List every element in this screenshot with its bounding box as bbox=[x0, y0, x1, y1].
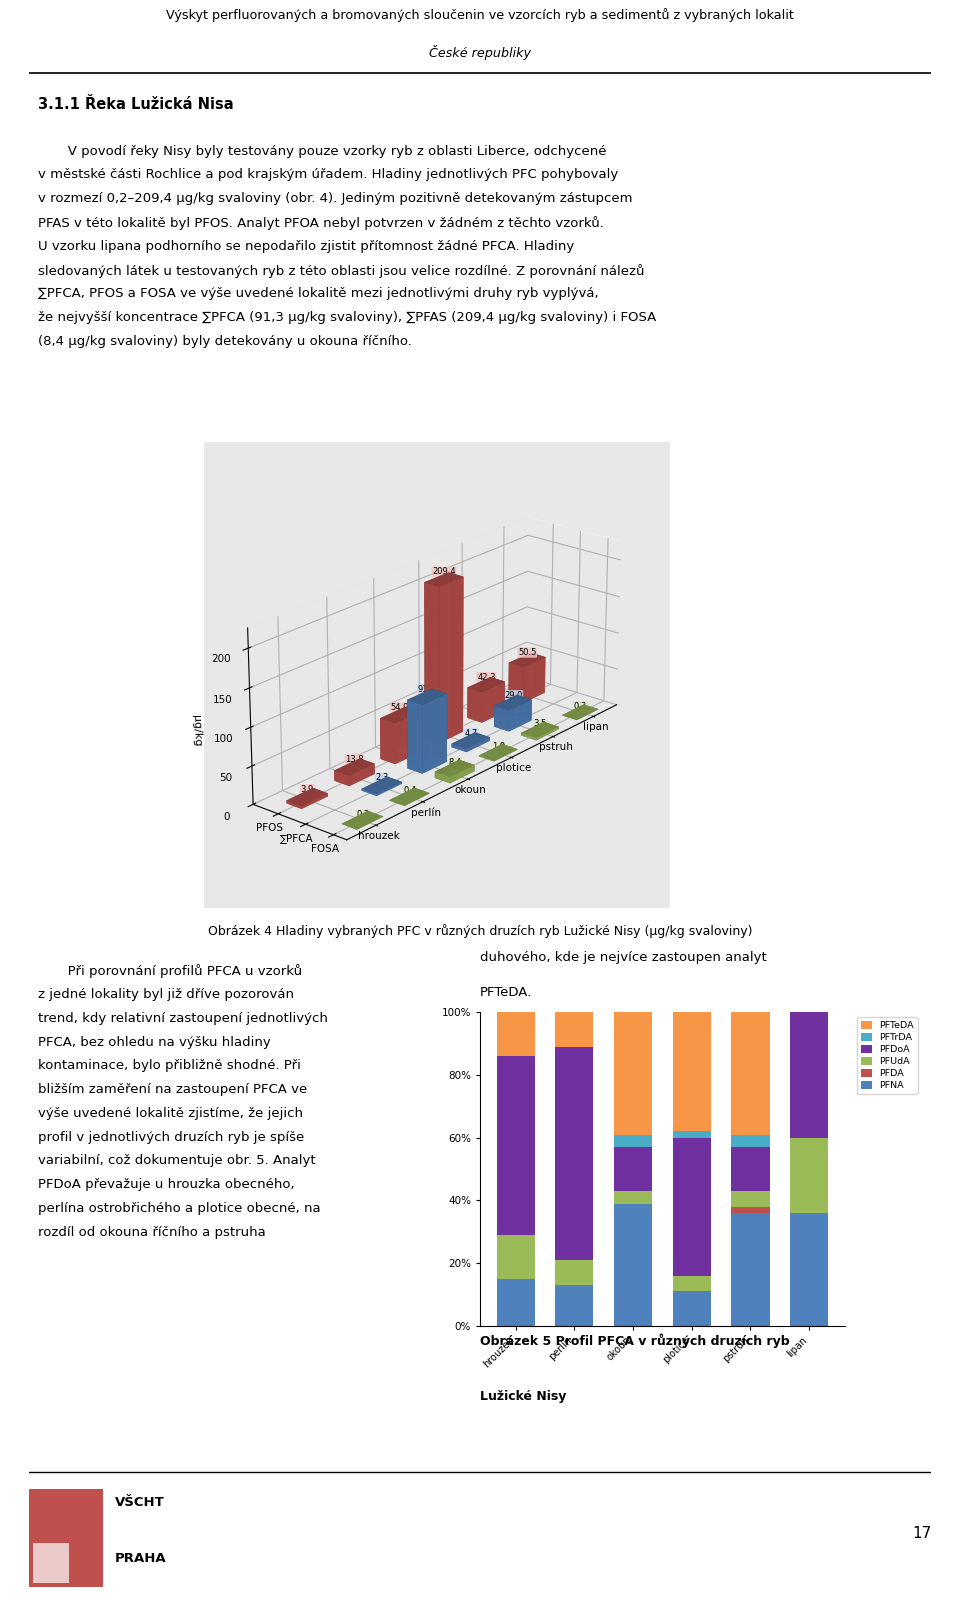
Bar bbox=[614, 1191, 652, 1204]
Bar bbox=[732, 1147, 770, 1191]
Text: trend, kdy relativní zastoupení jednotlivých: trend, kdy relativní zastoupení jednotli… bbox=[38, 1012, 328, 1025]
Bar bbox=[673, 1012, 710, 1131]
Bar bbox=[732, 1207, 770, 1213]
Text: Lužické Nisy: Lužické Nisy bbox=[480, 1390, 566, 1403]
Bar bbox=[614, 1147, 652, 1191]
Text: PFDoA převažuje u hrouzka obecného,: PFDoA převažuje u hrouzka obecného, bbox=[38, 1178, 295, 1191]
Text: Při porovnání profilů PFCA u vzorků: Při porovnání profilů PFCA u vzorků bbox=[38, 964, 302, 979]
FancyBboxPatch shape bbox=[34, 1543, 69, 1583]
Bar bbox=[614, 1135, 652, 1147]
Bar bbox=[732, 1012, 770, 1135]
Text: U vzorku lipana podhorního se nepodařilo zjistit přítomnost žádné PFCA. Hladiny: U vzorku lipana podhorního se nepodařilo… bbox=[38, 239, 575, 252]
Bar bbox=[673, 1276, 710, 1292]
Bar bbox=[496, 1012, 535, 1056]
Bar bbox=[496, 1279, 535, 1326]
Text: 3.1.1 Řeka Lužická Nisa: 3.1.1 Řeka Lužická Nisa bbox=[38, 96, 234, 112]
Text: 17: 17 bbox=[912, 1527, 931, 1541]
Bar bbox=[673, 1131, 710, 1138]
Text: profil v jednotlivých druzích ryb je spíše: profil v jednotlivých druzích ryb je spí… bbox=[38, 1131, 304, 1144]
Text: PFAS v této lokalitě byl PFOS. Analyt PFOA nebyl potvrzen v žádném z těchto vzor: PFAS v této lokalitě byl PFOS. Analyt PF… bbox=[38, 215, 604, 230]
Text: PFCA, bez ohledu na výšku hladiny: PFCA, bez ohledu na výšku hladiny bbox=[38, 1035, 271, 1048]
Text: Obrázek 5 Profil PFCA v různých druzích ryb: Obrázek 5 Profil PFCA v různých druzích … bbox=[480, 1334, 790, 1348]
Text: České republiky: České republiky bbox=[429, 45, 531, 59]
Text: Výskyt perfluorovaných a bromovaných sloučenin ve vzorcích ryb a sedimentů z vyb: Výskyt perfluorovaných a bromovaných slo… bbox=[166, 8, 794, 22]
Text: ∑PFCA, PFOS a FOSA ve výše uvedené lokalitě mezi jednotlivými druhy ryb vyplývá,: ∑PFCA, PFOS a FOSA ve výše uvedené lokal… bbox=[38, 288, 599, 301]
Text: (8,4 μg/kg svaloviny) byly detekovány u okouna říčního.: (8,4 μg/kg svaloviny) byly detekovány u … bbox=[38, 334, 412, 347]
Bar bbox=[732, 1135, 770, 1147]
Bar bbox=[555, 1286, 593, 1326]
Text: perlína ostrobřichého a plotice obecné, na: perlína ostrobřichého a plotice obecné, … bbox=[38, 1202, 321, 1215]
Bar bbox=[614, 1204, 652, 1326]
Text: z jedné lokality byl již dříve pozorován: z jedné lokality byl již dříve pozorován bbox=[38, 988, 295, 1001]
Bar bbox=[790, 1138, 828, 1213]
Bar bbox=[614, 1012, 652, 1135]
Text: PFTeDA.: PFTeDA. bbox=[480, 985, 532, 998]
Text: VŠCHT: VŠCHT bbox=[114, 1496, 164, 1509]
Text: PRAHA: PRAHA bbox=[114, 1552, 166, 1565]
Legend: PFTeDA, PFTrDA, PFDoA, PFUdA, PFDA, PFNA: PFTeDA, PFTrDA, PFDoA, PFUdA, PFDA, PFNA bbox=[857, 1017, 918, 1094]
Bar bbox=[732, 1191, 770, 1207]
Bar bbox=[790, 1012, 828, 1138]
Bar bbox=[496, 1234, 535, 1279]
Bar bbox=[732, 1213, 770, 1326]
Text: v rozmezí 0,2–209,4 μg/kg svaloviny (obr. 4). Jediným pozitivně detekovaným zást: v rozmezí 0,2–209,4 μg/kg svaloviny (obr… bbox=[38, 193, 633, 206]
Bar bbox=[555, 1260, 593, 1286]
Text: variabilní, což dokumentuje obr. 5. Analyt: variabilní, což dokumentuje obr. 5. Anal… bbox=[38, 1154, 316, 1167]
Bar bbox=[673, 1138, 710, 1276]
Bar bbox=[555, 1046, 593, 1260]
Text: duhového, kde je nejvíce zastoupen analyt: duhového, kde je nejvíce zastoupen analy… bbox=[480, 951, 767, 964]
Bar bbox=[673, 1292, 710, 1326]
Text: že nejvyšší koncentrace ∑PFCA (91,3 μg/kg svaloviny), ∑PFAS (209,4 μg/kg svalovi: že nejvyšší koncentrace ∑PFCA (91,3 μg/k… bbox=[38, 312, 657, 325]
Text: rozdíl od okouna říčního a pstruha: rozdíl od okouna říčního a pstruha bbox=[38, 1226, 266, 1239]
Bar bbox=[555, 1012, 593, 1046]
Bar bbox=[790, 1213, 828, 1326]
Text: V povodí řeky Nisy byly testovány pouze vzorky ryb z oblasti Liberce, odchycené: V povodí řeky Nisy byly testovány pouze … bbox=[38, 145, 607, 157]
Text: kontaminace, bylo přibližně shodné. Při: kontaminace, bylo přibližně shodné. Při bbox=[38, 1059, 301, 1072]
Text: bližším zaměření na zastoupení PFCA ve: bližším zaměření na zastoupení PFCA ve bbox=[38, 1083, 307, 1096]
Text: výše uvedené lokalitě zjistíme, že jejich: výše uvedené lokalitě zjistíme, že jejic… bbox=[38, 1107, 303, 1120]
FancyBboxPatch shape bbox=[29, 1490, 103, 1588]
Text: sledovaných látek u testovaných ryb z této oblasti jsou velice rozdílné. Z porov: sledovaných látek u testovaných ryb z té… bbox=[38, 264, 645, 278]
Text: Obrázek 4 Hladiny vybraných PFC v různých druzích ryb Lužické Nisy (μg/kg svalov: Obrázek 4 Hladiny vybraných PFC v různýc… bbox=[207, 924, 753, 938]
Bar bbox=[496, 1056, 535, 1234]
Text: v městské části Rochlice a pod krajským úřadem. Hladiny jednotlivých PFC pohybov: v městské části Rochlice a pod krajským … bbox=[38, 169, 618, 182]
